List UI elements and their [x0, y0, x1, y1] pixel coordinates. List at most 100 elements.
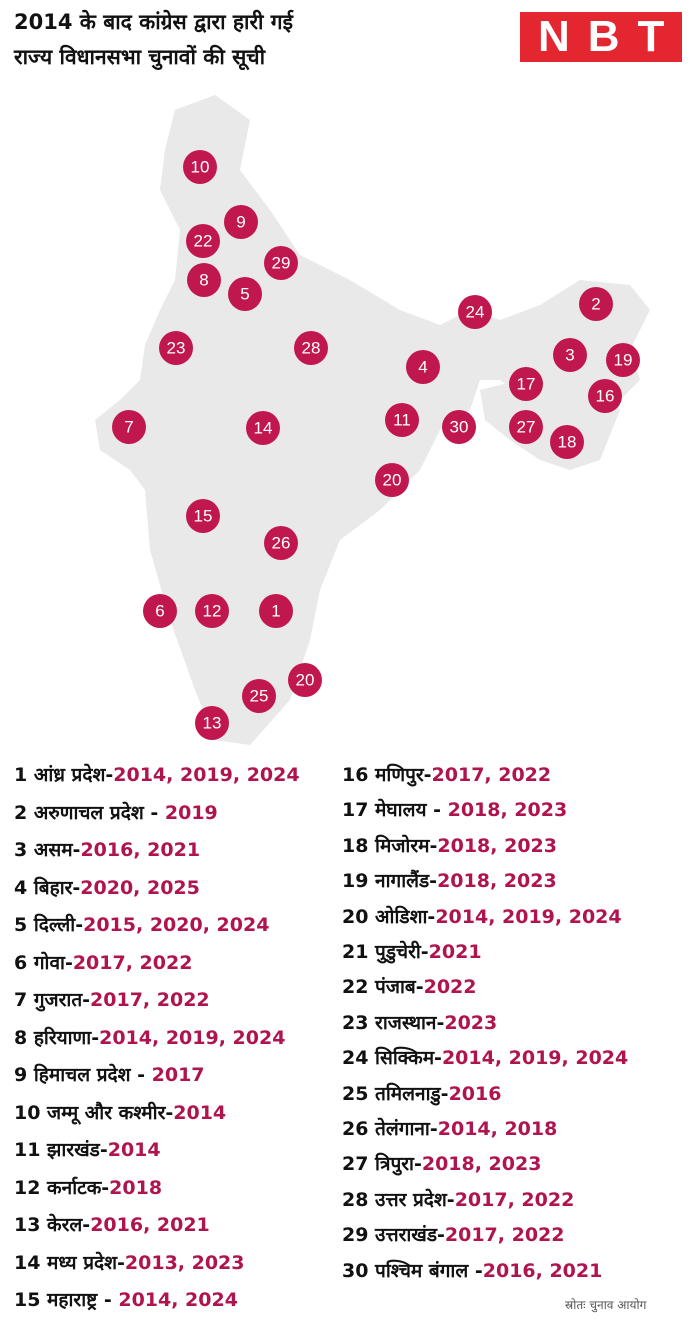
election-years: 2016 — [448, 1082, 502, 1105]
list-item: 9 हिमाचल प्रदेश - 2017 — [14, 1061, 205, 1087]
state-name: 19 नागालैंड- — [342, 870, 438, 893]
election-years: 2016, 2021 — [482, 1259, 603, 1282]
state-name: 17 मेघालय - — [342, 799, 448, 822]
marker-circle — [159, 331, 193, 365]
map-marker: 27 — [509, 410, 543, 444]
map-marker: 5 — [228, 277, 262, 311]
marker-circle — [458, 295, 492, 329]
state-name: 16 मणिपुर- — [342, 764, 432, 786]
election-years: 2017, 2022 — [72, 951, 193, 974]
map-marker: 20 — [288, 663, 322, 697]
marker-label: 25 — [250, 687, 269, 706]
election-years: 2020, 2025 — [80, 876, 200, 899]
marker-circle — [385, 403, 419, 437]
list-item: 26 तेलंगाना-2014, 2018 — [342, 1115, 557, 1141]
list-item: 10 जम्मू और कश्मीर-2014 — [14, 1099, 226, 1125]
state-name: 26 तेलंगाना- — [342, 1118, 438, 1140]
state-name: 30 पश्चिम बंगाल - — [342, 1259, 483, 1282]
marker-label: 26 — [272, 534, 291, 553]
list-item: 2 अरुणाचल प्रदेश - 2019 — [14, 799, 218, 825]
state-name: 24 सिक्किम- — [342, 1047, 442, 1070]
marker-circle — [224, 205, 258, 239]
marker-label: 24 — [466, 303, 485, 322]
state-name: 12 कर्नाटक- — [14, 1176, 110, 1199]
marker-label: 11 — [393, 411, 411, 430]
marker-circle — [509, 410, 543, 444]
marker-circle — [442, 410, 476, 444]
map-marker: 14 — [246, 411, 280, 445]
map-marker: 2 — [579, 287, 613, 321]
list-item: 13 केरल-2016, 2021 — [14, 1211, 210, 1237]
list-item: 18 मिजोरम-2018, 2023 — [342, 832, 557, 858]
marker-label: 23 — [167, 339, 186, 358]
marker-circle — [579, 287, 613, 321]
marker-label: 27 — [517, 418, 536, 437]
election-years: 2014, 2019, 2024 — [435, 905, 622, 928]
state-name: 25 तमिलनाडु- — [342, 1082, 449, 1105]
election-years: 2021 — [428, 941, 482, 963]
list-item: 17 मेघालय - 2018, 2023 — [342, 796, 567, 822]
marker-label: 19 — [614, 351, 633, 370]
state-name: 4 बिहार- — [14, 876, 81, 899]
state-name: 5 दिल्ली- — [14, 914, 84, 936]
marker-label: 14 — [254, 419, 273, 438]
marker-label: 30 — [450, 418, 469, 437]
election-years: 2023 — [444, 1011, 498, 1034]
marker-label: 13 — [203, 714, 222, 733]
map-marker: 26 — [264, 526, 298, 560]
election-years: 2017, 2022 — [90, 989, 210, 1011]
map-marker: 3 — [553, 338, 587, 372]
marker-circle — [195, 594, 229, 628]
state-name: 2 अरुणाचल प्रदेश - — [14, 801, 165, 824]
list-item: 6 गोवा-2017, 2022 — [14, 949, 192, 975]
marker-circle — [143, 594, 177, 628]
election-years: 2018 — [109, 1176, 163, 1199]
marker-label: 12 — [203, 602, 222, 621]
state-name: 20 ओडिशा- — [342, 905, 436, 928]
list-item: 20 ओडिशा-2014, 2019, 2024 — [342, 903, 622, 929]
election-years: 2018, 2023 — [421, 1153, 542, 1176]
list-item: 3 असम-2016, 2021 — [14, 836, 200, 862]
election-years: 2014 — [107, 1139, 161, 1161]
election-years: 2014, 2018 — [437, 1118, 558, 1140]
map-marker: 20 — [375, 463, 409, 497]
map-marker: 11 — [385, 403, 419, 437]
map-marker: 23 — [159, 331, 193, 365]
title-line: 2014 के बाद कांग्रेस द्वारा हारी गई — [14, 10, 293, 34]
election-years: 2015, 2020, 2024 — [83, 914, 270, 936]
marker-circle — [246, 411, 280, 445]
state-name: 14 मध्य प्रदेश- — [14, 1251, 125, 1274]
marker-circle — [112, 410, 146, 444]
state-name: 18 मिजोरम- — [342, 834, 438, 857]
map-marker: 24 — [458, 295, 492, 329]
marker-label: 18 — [558, 433, 577, 452]
marker-circle — [259, 594, 293, 628]
marker-circle — [588, 379, 622, 413]
state-name: 6 गोवा- — [14, 951, 73, 974]
list-item: 22 पंजाब-2022 — [342, 973, 477, 999]
map-marker: 30 — [442, 410, 476, 444]
state-name: 7 गुजरात- — [14, 989, 91, 1011]
marker-circle — [264, 246, 298, 280]
marker-circle — [195, 706, 229, 740]
marker-label: 1 — [271, 602, 280, 621]
map-marker: 25 — [242, 679, 276, 713]
election-years: 2014, 2024 — [118, 1289, 238, 1311]
election-years: 2019 — [164, 801, 218, 824]
election-years: 2014 — [173, 1101, 227, 1124]
marker-label: 2 — [591, 295, 600, 314]
election-years: 2018, 2023 — [437, 870, 557, 893]
marker-circle — [294, 331, 328, 365]
list-item: 19 नागालैंड-2018, 2023 — [342, 867, 557, 893]
map-marker: 28 — [294, 331, 328, 365]
marker-label: 7 — [124, 418, 133, 437]
state-name: 27 त्रिपुरा- — [342, 1153, 422, 1176]
marker-label: 29 — [272, 254, 291, 273]
state-name: 29 उत्तराखंड- — [342, 1224, 445, 1247]
list-item: 23 राजस्थान-2023 — [342, 1009, 497, 1035]
list-item: 5 दिल्ली-2015, 2020, 2024 — [14, 911, 269, 937]
election-years: 2017, 2022 — [431, 764, 552, 786]
map-marker: 9 — [224, 205, 258, 239]
election-years: 2014, 2019, 2024 — [113, 764, 300, 786]
